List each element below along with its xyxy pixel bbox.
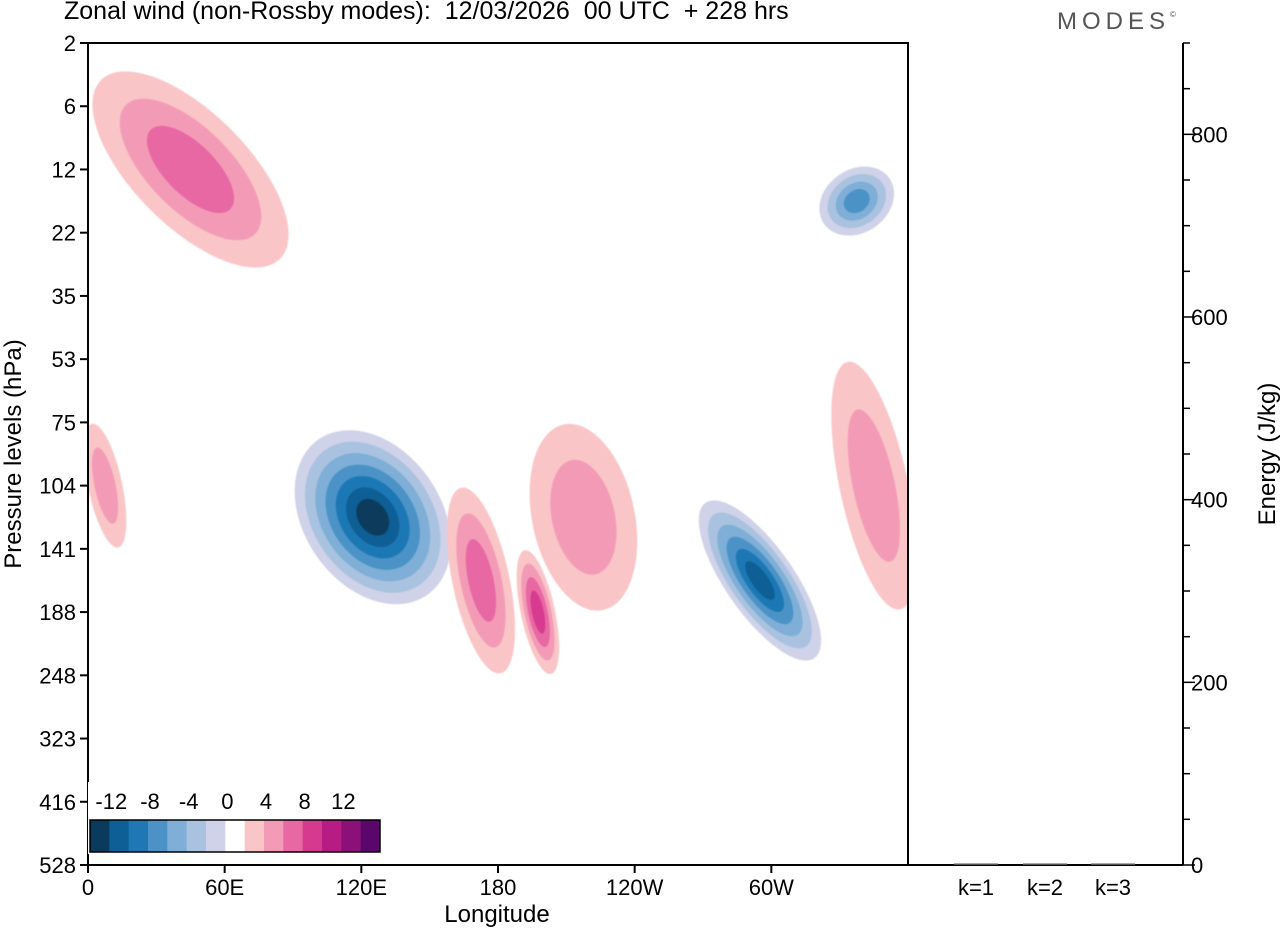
colorbar-swatch bbox=[302, 820, 323, 852]
colorbar-label: -4 bbox=[179, 789, 199, 814]
logo-text: MODES bbox=[1057, 8, 1171, 35]
x-tick-label: 120E bbox=[336, 875, 387, 900]
x-tick-label: 180 bbox=[480, 875, 517, 900]
colorbar-swatch bbox=[341, 820, 362, 852]
energy-axis-label: Energy (J/kg) bbox=[1254, 383, 1280, 526]
colorbar-swatch bbox=[360, 820, 381, 852]
energy-panel: 0 200 400 600 800 k=1 k=2 k=3 bbox=[908, 42, 1228, 900]
colorbar-swatch bbox=[167, 820, 188, 852]
x-tick-label: 120W bbox=[606, 875, 664, 900]
y-tick-label: 12 bbox=[52, 157, 76, 182]
colorbar-swatch bbox=[109, 820, 130, 852]
contour-upper-left-positive-streaks bbox=[92, 71, 289, 268]
y-tick-label: 323 bbox=[39, 727, 76, 752]
contour-right-positive bbox=[831, 361, 908, 610]
chart-title: Zonal wind (non-Rossby modes): 12/03/202… bbox=[64, 0, 789, 25]
contour-level bbox=[146, 125, 235, 214]
contour-jet-negative-core bbox=[294, 430, 451, 605]
y-tick-label: 53 bbox=[52, 347, 76, 372]
contour-dateline-positive-core bbox=[516, 550, 560, 675]
energy-bar-k=1 bbox=[954, 863, 998, 865]
y-tick-label: 22 bbox=[52, 221, 76, 246]
energy-tick-label: 600 bbox=[1191, 305, 1228, 330]
y-tick-label: 2 bbox=[64, 31, 76, 56]
colorbar-swatch bbox=[322, 820, 342, 852]
colorbar-label: 8 bbox=[299, 789, 311, 814]
colorbar-label: -8 bbox=[140, 789, 160, 814]
colorbar-swatch bbox=[244, 820, 265, 852]
y-tick-label: 104 bbox=[39, 474, 76, 499]
x-tick-label: 0 bbox=[82, 875, 94, 900]
y-tick-label: 248 bbox=[39, 663, 76, 688]
colorbar-label: 0 bbox=[221, 789, 233, 814]
colorbar-swatch bbox=[90, 820, 110, 852]
contour-level bbox=[356, 498, 390, 536]
energy-category-label: k=1 bbox=[958, 875, 994, 900]
y-tick-label: 6 bbox=[64, 94, 76, 119]
wind-field bbox=[88, 71, 908, 675]
contour-level bbox=[745, 561, 775, 600]
colorbar-swatch bbox=[148, 820, 168, 852]
contour-upper-right-negative bbox=[819, 166, 895, 236]
colorbar-swatch bbox=[283, 820, 304, 852]
contour-central-pacific-positive bbox=[529, 423, 638, 611]
energy-category-label: k=3 bbox=[1095, 875, 1131, 900]
contour-america-negative-core bbox=[698, 500, 822, 661]
energy-tick-label: 0 bbox=[1191, 853, 1203, 878]
modes-logo: MODES© bbox=[1057, 8, 1176, 36]
contour-level bbox=[91, 447, 119, 524]
colorbar-swatch bbox=[128, 820, 149, 852]
y-axis-label: Pressure levels (hPa) bbox=[0, 339, 27, 568]
colorbar: -12 -8 -4 0 4 8 12 bbox=[88, 782, 382, 854]
energy-tick-label: 800 bbox=[1191, 122, 1228, 147]
y-tick-label: 416 bbox=[39, 790, 76, 815]
logo-mark: © bbox=[1170, 10, 1176, 19]
x-tick-label: 60W bbox=[749, 875, 794, 900]
energy-bar-k=3 bbox=[1091, 863, 1135, 865]
energy-bar-k=2 bbox=[1023, 863, 1067, 865]
contour-left-edge-positive bbox=[88, 423, 127, 548]
colorbar-label: 12 bbox=[331, 789, 355, 814]
colorbar-swatch bbox=[186, 820, 207, 852]
colorbar-label: -12 bbox=[95, 789, 127, 814]
colorbar-swatch bbox=[225, 820, 246, 852]
y-tick-label: 188 bbox=[39, 600, 76, 625]
energy-tick-label: 200 bbox=[1191, 670, 1228, 695]
x-axis-label: Longitude bbox=[444, 901, 549, 928]
x-tick-label: 60E bbox=[205, 875, 244, 900]
contour-level bbox=[550, 459, 617, 575]
y-tick-label: 35 bbox=[52, 284, 76, 309]
contour-level bbox=[847, 409, 901, 562]
energy-category-label: k=2 bbox=[1027, 875, 1063, 900]
colorbar-frame bbox=[89, 819, 381, 853]
contour-level bbox=[465, 539, 497, 622]
contour-level bbox=[843, 189, 870, 214]
contour-level bbox=[530, 590, 546, 634]
y-tick-label: 75 bbox=[52, 410, 76, 435]
y-tick-label: 141 bbox=[39, 537, 76, 562]
colorbar-swatch bbox=[264, 820, 284, 852]
colorbar-swatch bbox=[206, 820, 226, 852]
y-tick-label: 528 bbox=[39, 853, 76, 878]
contour-pacific-positive bbox=[446, 487, 516, 674]
colorbar-label: 4 bbox=[260, 789, 272, 814]
energy-tick-label: 400 bbox=[1191, 488, 1228, 513]
